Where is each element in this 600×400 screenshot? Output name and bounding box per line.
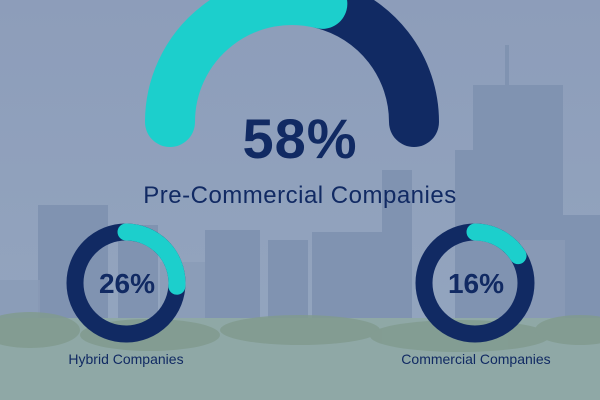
- hybrid-percentage-label: 26%: [98, 268, 156, 299]
- commercial-category-label: Commercial Companies: [401, 351, 551, 367]
- commercial-percentage-label: 16%: [447, 268, 505, 299]
- commercial-donut-value-arc: [466, 223, 527, 265]
- gauge-value-arc: [145, 0, 348, 147]
- gauge-category-label: Pre-Commercial Companies: [143, 182, 457, 209]
- gauge-percentage-label: 58%: [242, 107, 358, 170]
- hybrid-donut-value-arc: [117, 223, 186, 295]
- hybrid-category-label: Hybrid Companies: [68, 351, 184, 367]
